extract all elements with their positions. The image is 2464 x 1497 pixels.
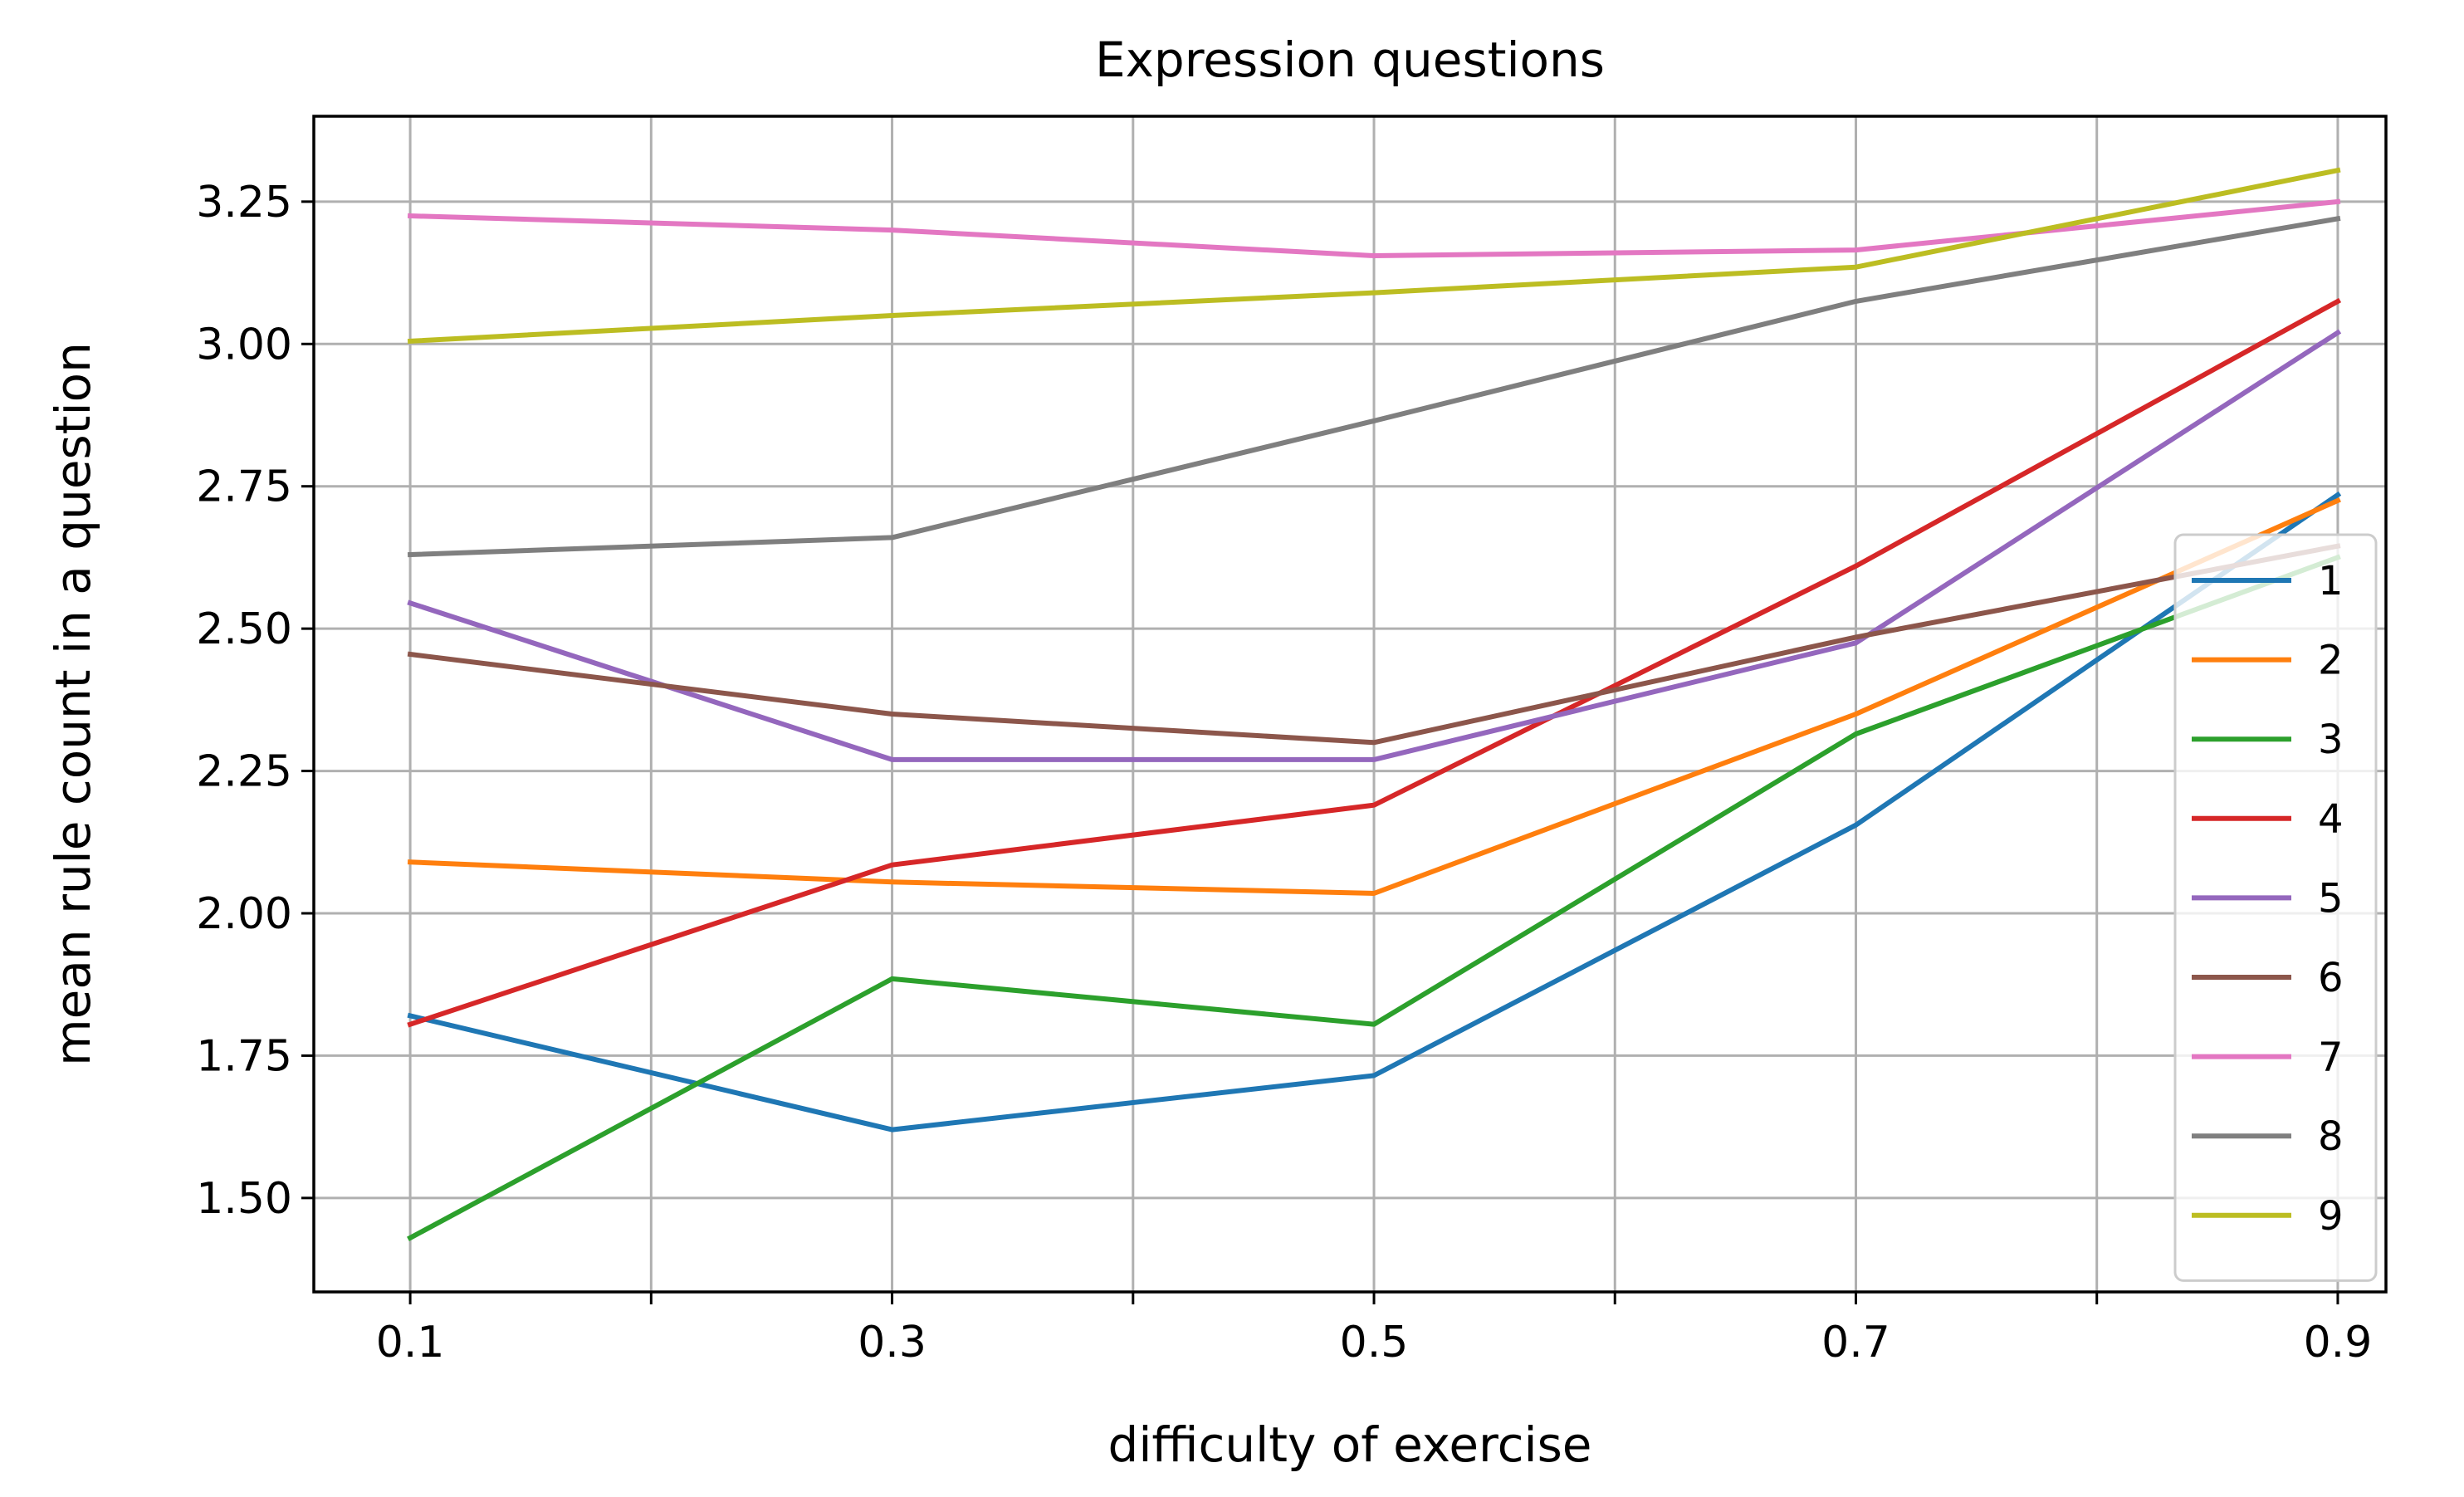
y-tick-label: 2.50 [196, 604, 292, 654]
y-axis-label: mean rule count in a question [45, 342, 101, 1066]
y-tick-label: 2.75 [196, 462, 292, 512]
x-axis-label: difficulty of exercise [1108, 1416, 1592, 1473]
grid [314, 116, 2386, 1292]
legend-label-9: 9 [2318, 1193, 2344, 1240]
plot-frame [312, 115, 2388, 1294]
y-tick-label: 2.00 [196, 889, 292, 939]
axis-ticks: 0.1 0.3 0.5 0.7 0.9 1.50 1.75 2.00 2.25 2.50 2.75 3… [196, 178, 2372, 1367]
legend-label-3: 3 [2318, 717, 2344, 763]
y-tick-label: 3.00 [196, 320, 292, 369]
legend-label-4: 4 [2318, 796, 2344, 843]
legend-label-5: 5 [2318, 875, 2344, 922]
series-line-4 [407, 297, 2342, 1028]
x-tick-label: 0.7 [1821, 1318, 1890, 1367]
series-line-2 [407, 497, 2341, 896]
legend-label-2: 2 [2318, 638, 2344, 684]
series-line-9 [407, 167, 2341, 345]
y-tick-label: 1.50 [196, 1174, 292, 1224]
series-line-5 [407, 329, 2342, 762]
y-tick-label: 1.75 [196, 1031, 292, 1081]
y-tick-label: 3.25 [196, 178, 292, 227]
x-tick-label: 0.3 [858, 1318, 926, 1367]
legend-label-7: 7 [2318, 1035, 2344, 1081]
x-tick-label: 0.1 [376, 1318, 445, 1367]
legend-label-1: 1 [2318, 558, 2344, 604]
x-tick-label: 0.5 [1340, 1318, 1409, 1367]
y-tick-label: 2.25 [196, 747, 292, 797]
x-tick-label: 0.9 [2304, 1318, 2373, 1367]
legend-box [2173, 533, 2378, 1282]
series-line-8 [407, 215, 2341, 558]
legend-label-8: 8 [2318, 1113, 2344, 1160]
legend: 1 2 3 4 5 6 7 8 9 [2173, 533, 2378, 1282]
series-line-6 [407, 543, 2341, 746]
series-lines [407, 167, 2342, 1241]
legend-label-6: 6 [2318, 955, 2344, 1001]
series-line-1 [407, 491, 2342, 1133]
chart-title: Expression questions [1095, 32, 1605, 88]
series-line-3 [407, 554, 2341, 1241]
